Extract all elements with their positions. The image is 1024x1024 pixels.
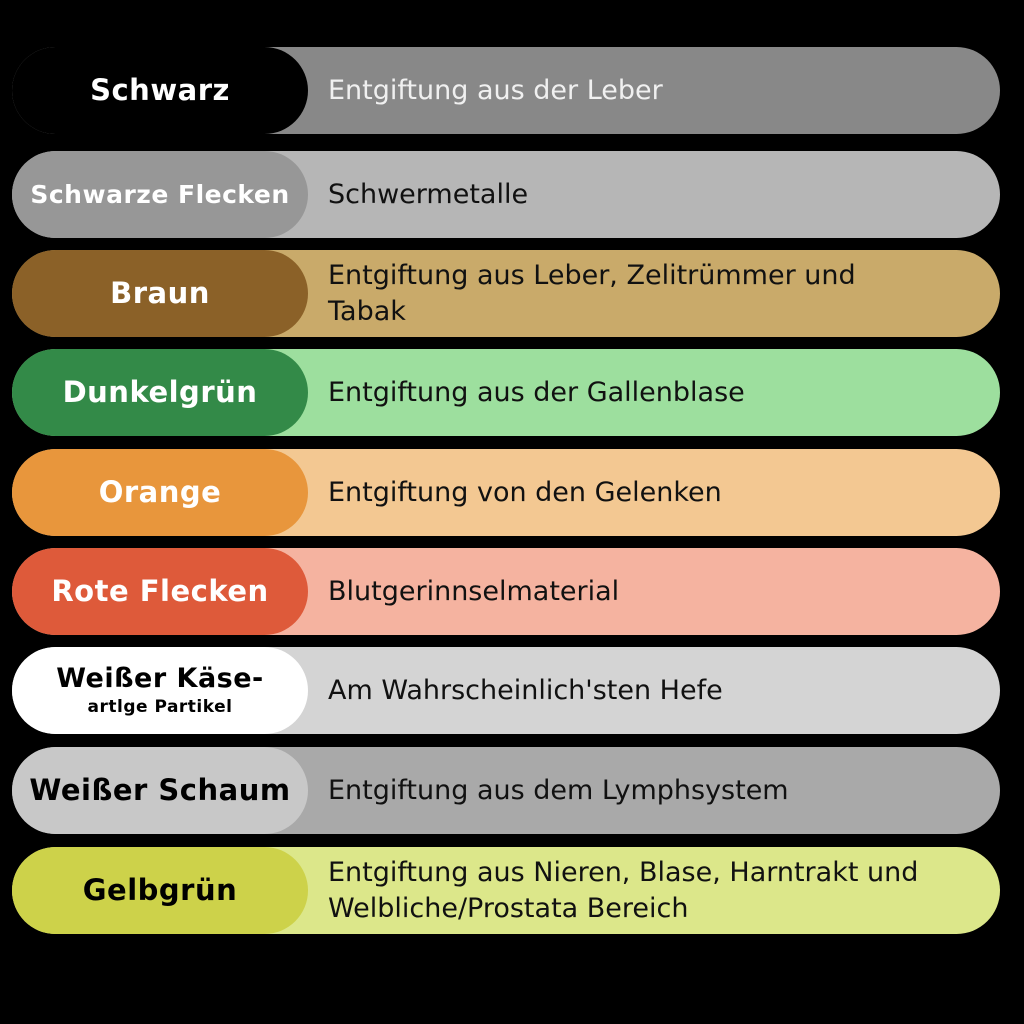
legend-row: Entgiftung aus der Leber Schwarz xyxy=(12,47,1000,134)
legend-row: Schwermetalle Schwarze Flecken xyxy=(12,151,1000,238)
color-description: Blutgerinnselmaterial xyxy=(328,575,620,607)
color-label-pill: Orange xyxy=(12,449,308,536)
color-label-pill: Rote Flecken xyxy=(12,548,308,635)
legend-row: Am Wahrscheinlich'sten Hefe Weißer Käse-a… xyxy=(12,647,1000,734)
color-label-pill: Weißer Schaum xyxy=(12,747,308,834)
color-label-pill: Dunkelgrün xyxy=(12,349,308,436)
color-description: Schwermetalle xyxy=(328,178,529,210)
color-label-pill: Braun xyxy=(12,250,308,337)
color-label-pill: Schwarze Flecken xyxy=(12,151,308,238)
legend-row: Entgiftung aus Nieren, Blase, Harntrakt … xyxy=(12,847,1000,934)
color-description: Entgiftung von den Gelenken xyxy=(328,476,722,508)
color-label: Schwarz xyxy=(90,72,230,107)
color-description: Entgiftung aus Leber, Zelitrümmer und Ta… xyxy=(328,260,856,327)
color-description: Entgiftung aus der Gallenblase xyxy=(328,376,745,408)
color-description: Entgiftung aus der Leber xyxy=(328,74,663,106)
legend-row: Blutgerinnselmaterial Rote Flecken xyxy=(12,548,1000,635)
color-label: Dunkelgrün xyxy=(62,374,258,409)
color-label-pill: Gelbgrün xyxy=(12,847,308,934)
legend-row: Entgiftung von den Gelenken Orange xyxy=(12,449,1000,536)
legend-row: Entgiftung aus dem Lymphsystem Weißer Sch… xyxy=(12,747,1000,834)
color-description: Entgiftung aus dem Lymphsystem xyxy=(328,774,789,806)
color-label: Weißer Schaum xyxy=(29,772,291,807)
legend-row: Entgiftung aus Leber, Zelitrümmer und Ta… xyxy=(12,250,1000,337)
color-label: Braun xyxy=(110,275,210,310)
color-label: Schwarze Flecken xyxy=(30,179,290,209)
color-label-sub: artlge Partikel xyxy=(87,697,233,717)
color-label: Gelbgrün xyxy=(82,872,238,907)
color-description: Entgiftung aus Nieren, Blase, Harntrakt … xyxy=(328,857,919,924)
color-label: Rote Flecken xyxy=(51,573,269,608)
legend-row: Entgiftung aus der Gallenblase Dunkelgrün xyxy=(12,349,1000,436)
color-label: Weißer Käse- xyxy=(56,663,264,695)
color-label-pill: Schwarz xyxy=(12,47,308,134)
color-description: Am Wahrscheinlich'sten Hefe xyxy=(328,674,723,706)
color-label-pill: Weißer Käse-artlge Partikel xyxy=(12,647,308,734)
color-label: Orange xyxy=(98,474,222,509)
